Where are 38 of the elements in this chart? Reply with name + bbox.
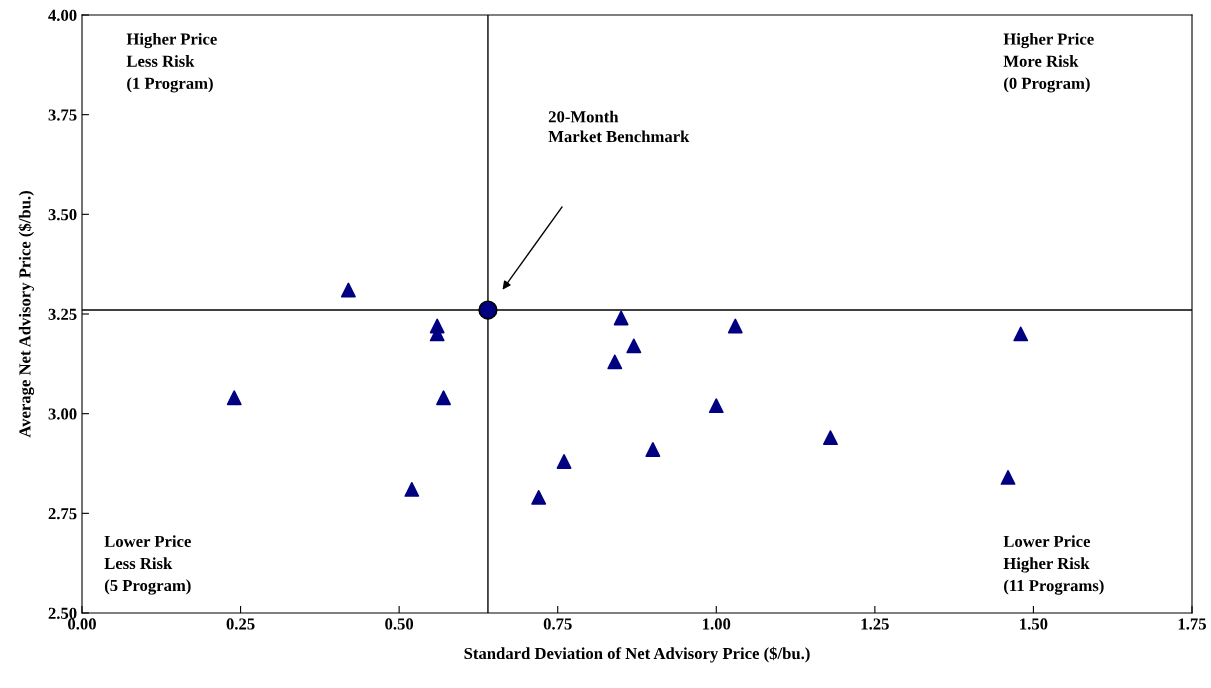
x-tick-label: 0.00 — [68, 618, 96, 630]
point — [531, 489, 547, 505]
point — [404, 481, 420, 497]
point — [645, 442, 661, 457]
point — [607, 354, 623, 370]
x-tick-label: 1.75 — [1178, 618, 1206, 630]
x-tick-label: 0.50 — [385, 618, 414, 630]
point — [823, 430, 838, 446]
x-tick-label: 1.00 — [703, 618, 731, 630]
point — [226, 390, 242, 406]
x-tick-label: 1.50 — [1020, 618, 1048, 630]
x-tick-label: 0.75 — [543, 618, 572, 630]
y-axis-title: Average Net Advisory Price ($/bu.) — [18, 191, 35, 438]
annotation: Lower Price Higher Risk (11 Programs) — [1003, 535, 1104, 595]
x-tick-label: 0.25 — [226, 618, 255, 630]
y-tick-label: 3.25 — [48, 308, 77, 321]
point — [556, 454, 572, 469]
y-tick-label: 3.00 — [48, 408, 77, 420]
y-tick-label: 3.75 — [48, 109, 77, 121]
point — [478, 300, 498, 320]
annotation: Lower Price Less Risk (5 Program) — [104, 535, 191, 595]
y-tick-label: 3.50 — [48, 209, 77, 221]
y-tick-label: 2.75 — [48, 508, 77, 520]
point — [708, 398, 724, 414]
point — [1000, 470, 1016, 485]
y-tick-label: 4.00 — [48, 9, 77, 22]
point — [340, 282, 356, 298]
y-tick-label: 2.50 — [48, 607, 77, 620]
x-tick-label: 1.25 — [861, 618, 889, 630]
annotation: 20-Month Market Benchmark — [548, 110, 690, 143]
point — [626, 338, 642, 354]
x-axis-title: Standard Deviation of Net Advisory Price ($/bu.) — [464, 646, 810, 663]
annotation: Higher Price More Risk (0 Program) — [1003, 32, 1094, 93]
point — [613, 310, 629, 326]
annotation: Higher Price Less Risk (1 Program) — [126, 32, 217, 93]
point — [436, 390, 451, 406]
point — [1013, 326, 1029, 342]
point — [727, 318, 743, 334]
